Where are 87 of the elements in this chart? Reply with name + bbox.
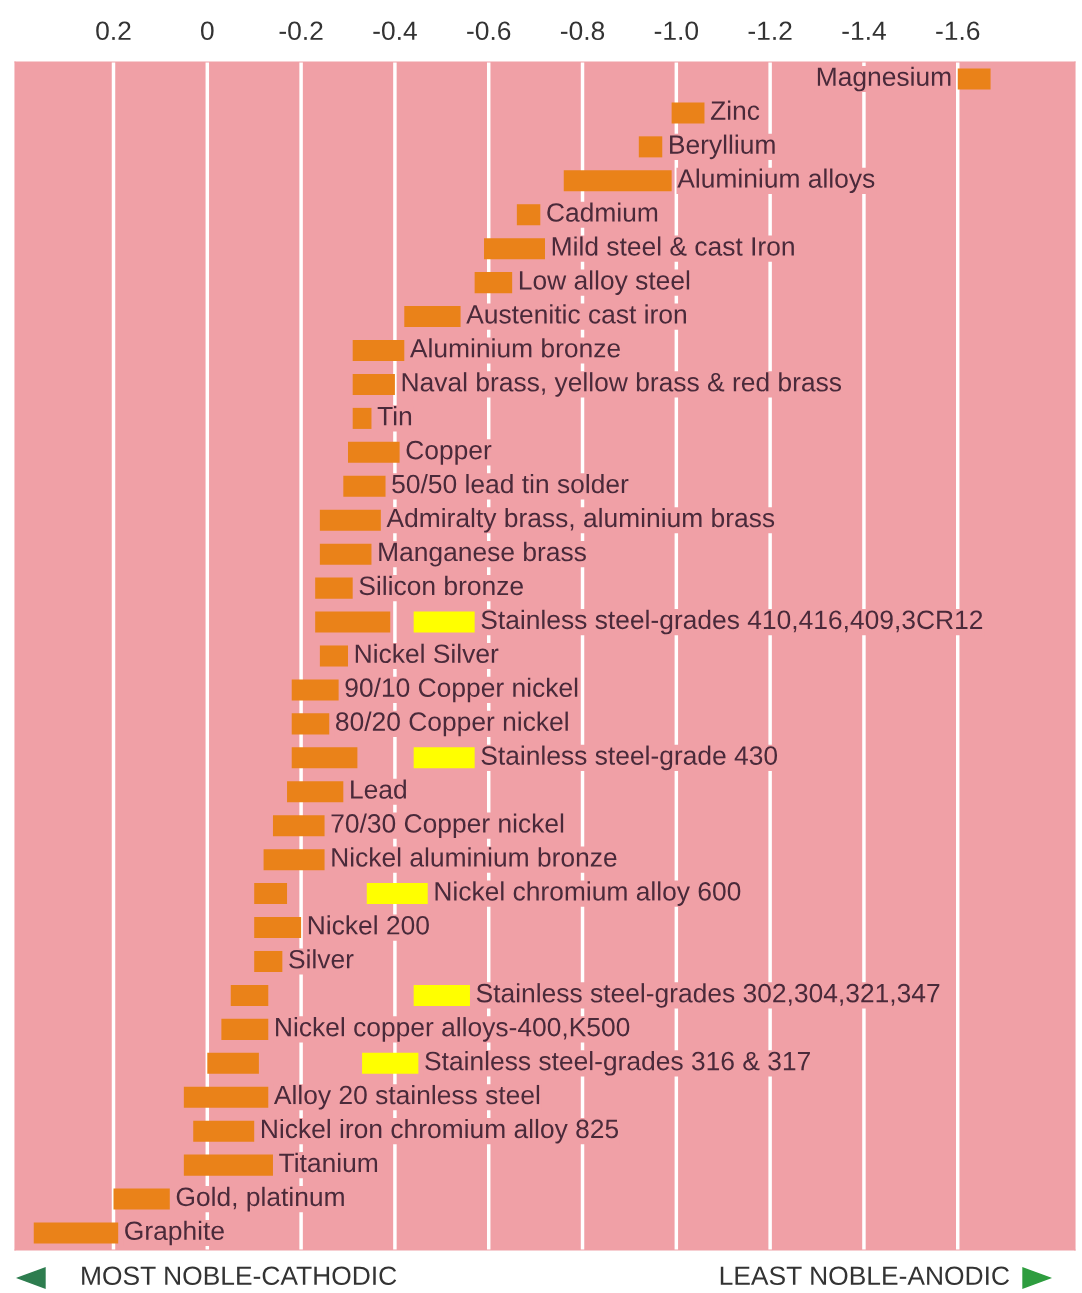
text: MOST NOBLE-CATHODIC: [82, 1266, 397, 1286]
bar: [362, 1052, 419, 1074]
y-tick-label: Stainless steel-grade 430: [481, 745, 778, 771]
y-tick-label: Stainless steel-grades 410,416,409,3CR12: [481, 609, 983, 635]
y-tick-label: Copper: [406, 440, 492, 465]
bar: [352, 407, 372, 429]
y-tick-label: Aluminium alloys: [677, 168, 875, 194]
y-tick-label: Zinc: [710, 100, 760, 120]
bar: [113, 1188, 170, 1210]
y-tick-label: Low alloy steel: [519, 270, 690, 295]
bar: [272, 815, 325, 837]
bar: [33, 1222, 119, 1244]
y-tick-label: Nickel copper alloys-400,K500: [276, 1017, 630, 1042]
y-tick-label: Cadmium: [547, 202, 658, 222]
bar: [516, 204, 541, 226]
y-tick-label: Mild steel & cast Iron: [552, 236, 794, 256]
y-tick-label: 80/20 Copper nickel: [336, 711, 568, 737]
bar: [352, 339, 405, 362]
bar: [404, 306, 461, 328]
y-tick-label: Alloy 20 stainless steel: [273, 1084, 540, 1110]
x-tick-label: -0.8: [560, 21, 605, 41]
bar: [319, 509, 381, 531]
bar: [413, 984, 470, 1006]
bar: [263, 849, 325, 871]
x-tick-label: -0.6: [467, 21, 511, 41]
bar: [291, 713, 330, 735]
y-tick-label: Nickel Silver: [355, 643, 499, 664]
y-tick-label: Manganese brass: [379, 541, 586, 567]
bar: [413, 747, 475, 769]
bar: [254, 883, 288, 905]
bar: [474, 272, 513, 294]
bar: [315, 611, 391, 633]
bar: [343, 475, 386, 497]
x-tick-label: -1.6: [936, 21, 980, 41]
x-tick-label: -1.2: [748, 21, 792, 40]
bar: [315, 577, 353, 599]
y-tick-label: Nickel aluminium bronze: [332, 847, 617, 867]
bar: [319, 543, 372, 565]
y-tick-label: Gold, platinum: [176, 1186, 344, 1212]
bar: [287, 781, 344, 803]
y-tick-label: 90/10 Copper nickel: [345, 677, 578, 703]
bar: [230, 984, 269, 1006]
bar: [193, 1120, 255, 1142]
y-tick-label: Beryllium: [670, 134, 775, 160]
bar: [413, 611, 475, 633]
y-tick-label: Nickel 200: [308, 915, 429, 935]
y-tick-label: Titanium: [279, 1152, 378, 1173]
bar: [348, 441, 400, 463]
y-tick-label: Silver: [289, 949, 354, 969]
x-tick-label: -1.4: [842, 21, 886, 40]
bar: [183, 1086, 269, 1108]
y-tick-label: Naval brass, yellow brass & red brass: [402, 372, 842, 397]
y-tick-label: Silicon bronze: [359, 575, 523, 596]
bar: [366, 883, 428, 905]
y-tick-label: Tin: [377, 406, 412, 426]
bar: [183, 1154, 273, 1176]
y-tick-label: Aluminium bronze: [409, 338, 620, 358]
bar: [319, 645, 349, 667]
y-tick-label: 70/30 Copper nickel: [331, 813, 564, 839]
bar: [291, 747, 358, 769]
text: LEAST NOBLE-ANODIC: [720, 1266, 1009, 1286]
x-tick-label: -0.4: [373, 21, 417, 41]
y-tick-label: Nickel iron chromium alloy 825: [262, 1118, 619, 1144]
bar: [254, 917, 302, 939]
bar: [563, 170, 672, 192]
y-tick-label: Magnesium: [817, 66, 951, 92]
y-tick-label: Nickel chromium alloy 600: [435, 881, 741, 906]
bar: [221, 1018, 269, 1040]
bar: [352, 373, 395, 395]
x-tick-label: -1.0: [654, 21, 699, 41]
bar: [638, 136, 663, 158]
x-tick-label: 0: [200, 21, 214, 41]
y-tick-label: Stainless steel-grades 302,304,321,347: [476, 983, 940, 1008]
bar: [254, 950, 283, 973]
y-tick-label: Austenitic cast iron: [466, 304, 686, 324]
y-tick-label: Graphite: [125, 1220, 224, 1246]
y-tick-label: Admiralty brass, aluminium brass: [386, 507, 775, 533]
bar: [207, 1052, 259, 1074]
bar: [671, 102, 705, 124]
y-tick-label: Stainless steel-grades 316 & 317: [425, 1051, 810, 1076]
bar: [484, 238, 545, 260]
x-tick-label: 0.2: [96, 21, 131, 41]
bar: [291, 679, 339, 701]
y-tick-label: Lead: [351, 779, 406, 799]
x-tick-label: -0.2: [279, 21, 323, 41]
y-tick-label: 50/50 lead tin solder: [392, 473, 629, 494]
bar: [957, 68, 991, 90]
